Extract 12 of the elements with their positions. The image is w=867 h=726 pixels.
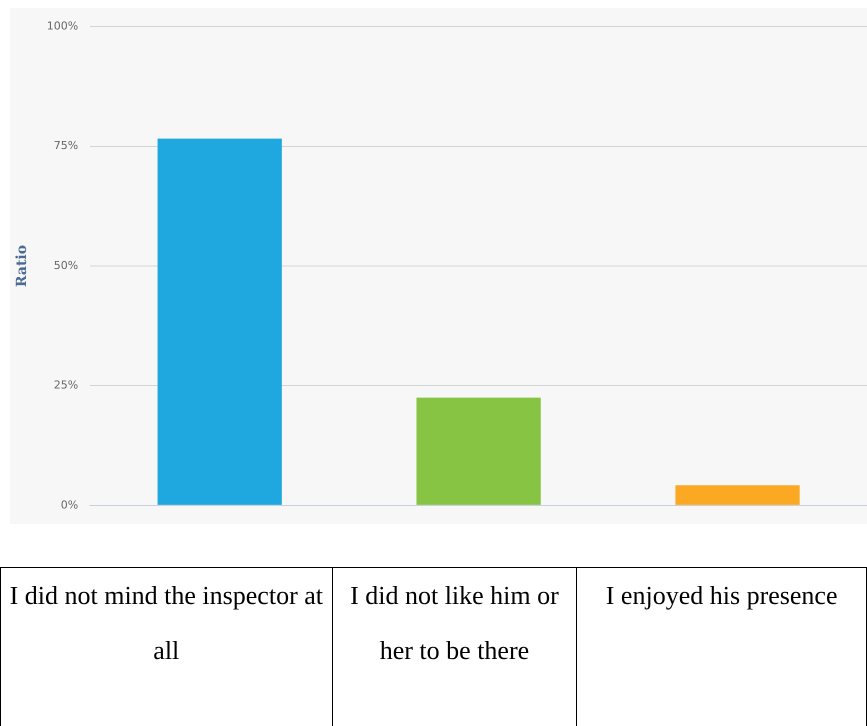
y-tick-label: 100% bbox=[46, 19, 78, 32]
bar bbox=[675, 485, 800, 505]
x-tick-label: I did not like him or her to be there bbox=[332, 568, 577, 726]
y-tick-label: 0% bbox=[60, 498, 78, 512]
y-tick-label: 75% bbox=[54, 139, 78, 152]
y-tick-label: 50% bbox=[54, 258, 78, 272]
x-tick-label: I enjoyed his presence bbox=[576, 568, 866, 726]
x-tick-label: I did not mind the inspector at all bbox=[0, 568, 332, 726]
y-tick-label: 25% bbox=[54, 378, 78, 392]
y-axis-title: Ratio bbox=[14, 244, 30, 288]
bar bbox=[158, 138, 282, 505]
bar bbox=[416, 398, 541, 505]
